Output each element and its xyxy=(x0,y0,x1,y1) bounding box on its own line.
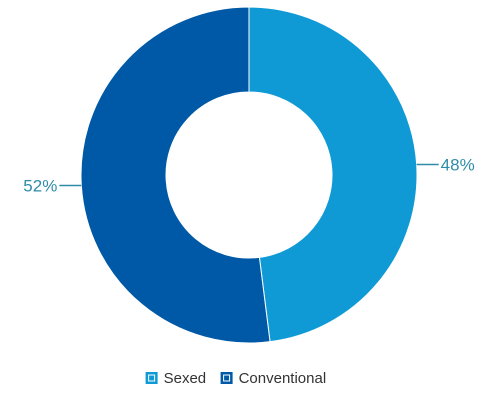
legend-swatch-inner-conventional xyxy=(223,374,231,382)
legend-label-sexed: Sexed xyxy=(164,370,207,387)
legend-swatch-sexed xyxy=(145,372,158,384)
legend-swatch-conventional xyxy=(220,372,233,384)
chart-slices xyxy=(80,6,418,344)
legend-label-conventional: Conventional xyxy=(239,370,327,387)
data-label-conventional: 52% xyxy=(23,177,57,196)
slice-conventional xyxy=(80,6,271,344)
chart-legend: Sexed Conventional xyxy=(145,370,327,387)
data-label-sexed: 48% xyxy=(441,155,475,174)
slice-sexed xyxy=(248,6,418,343)
legend-swatch-inner-sexed xyxy=(148,374,156,382)
chart-data-labels: 48% 52% xyxy=(23,155,474,195)
